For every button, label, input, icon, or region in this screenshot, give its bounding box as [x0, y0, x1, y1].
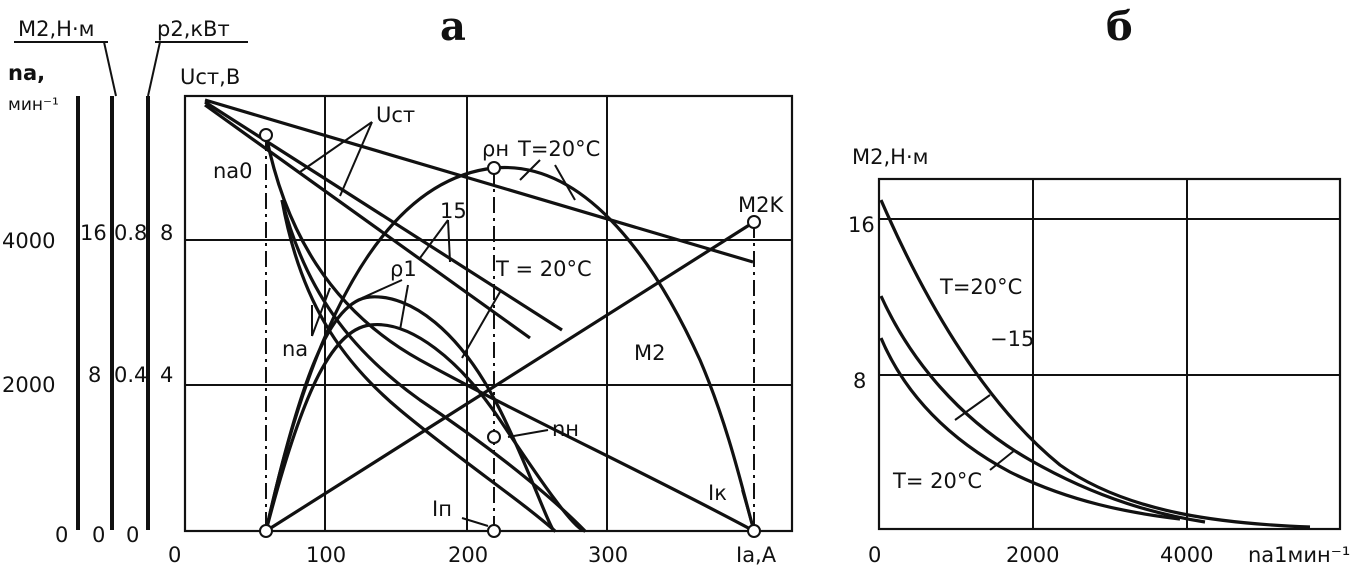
x-axis-label-b: nа1мин⁻¹: [1248, 543, 1350, 567]
label-m2k: M2K: [738, 193, 784, 217]
label-ik: Iк: [708, 481, 727, 505]
b-y-tick-8: 8: [853, 369, 866, 393]
leader-na-1: [311, 287, 331, 337]
leader-p1-2: [399, 284, 409, 331]
b-curve-t20-bottom: [879, 337, 1181, 521]
label-na0: nа0: [213, 159, 253, 183]
label-nn: nн: [552, 417, 579, 441]
label-b-t20-top: T=20°C: [939, 275, 1022, 299]
plot-b-frame: [877, 177, 1342, 531]
b-curve-t20-top: [879, 199, 1311, 529]
p2-tick-0-8: 0.8: [114, 221, 147, 245]
m2-header-leader: [103, 41, 117, 97]
label-t20-top: T=20°C: [517, 137, 600, 161]
label-na: nа: [282, 337, 308, 361]
b-x-tick-4000: 4000: [1160, 543, 1213, 567]
plot-a-leaders: [299, 121, 753, 527]
x-tick-200: 200: [448, 543, 488, 567]
p1-curve-inner: [264, 323, 586, 533]
na-curve-2: [280, 199, 587, 533]
leader-b-minus15: [954, 394, 991, 421]
label-m2: M2: [634, 341, 665, 365]
marker-origin-60: [259, 524, 273, 538]
m2-axis-header: M2,Н·м: [18, 17, 94, 41]
label-15: 15: [440, 199, 467, 223]
n-tick-2000: 2000: [2, 373, 55, 397]
b-x-tick-0: 0: [868, 543, 881, 567]
n-axis-unit: мин⁻¹: [8, 95, 59, 115]
p2-tick-0-4: 0.4: [114, 363, 147, 387]
leader-p1-1: [361, 279, 403, 299]
b-x-tick-2000: 2000: [1006, 543, 1059, 567]
m2-tick-16: 16: [80, 221, 107, 245]
label-ip: Iп: [432, 497, 452, 521]
marker-m2k: [747, 215, 761, 229]
u-st-line-3: [204, 103, 531, 340]
leader-b-t20-bottom: [989, 449, 1016, 471]
n-axis-header: nа,: [8, 61, 45, 85]
leader-ik: [741, 489, 753, 526]
marker-na0: [259, 128, 273, 142]
panel-a-letter: а: [440, 3, 466, 50]
label-t20-mid: T = 20°C: [495, 257, 592, 281]
p2-axis-header: р2,кВт: [157, 17, 230, 41]
na-curve-1: [280, 199, 557, 533]
u-st-line-1: [204, 98, 754, 264]
marker-nn: [487, 430, 501, 444]
plot-b-leaders: [954, 394, 1016, 471]
leader-15-2: [447, 219, 451, 263]
x-axis-label-a: Iа,A: [736, 543, 777, 567]
p2-header-leader: [147, 41, 161, 97]
marker-pn: [487, 161, 501, 175]
b-curve-minus15: [879, 295, 1206, 524]
plot-a-curves: [204, 98, 756, 533]
leader-ust-2: [339, 121, 373, 197]
n-tick-0: 0: [55, 523, 68, 547]
label-u-st: Uст: [376, 103, 415, 127]
x-tick-0: 0: [168, 543, 181, 567]
n-tick-4000: 4000: [2, 229, 55, 253]
m2-line: [265, 220, 755, 533]
label-b-minus15: −15: [990, 327, 1034, 351]
leader-ip: [461, 517, 489, 527]
na0-curve: [264, 134, 755, 533]
leader-t20-1: [519, 159, 541, 181]
plot-b-grid: [879, 179, 1340, 529]
leader-t20-2: [554, 164, 576, 201]
label-p1: ρ1: [390, 257, 417, 281]
p2-tick-0: 0: [126, 523, 139, 547]
u-axis-header: Uст,В: [180, 65, 240, 89]
panel-b-letter: б: [1106, 3, 1133, 50]
marker-ik: [747, 524, 761, 538]
label-b-t20-bottom: T= 20°C: [892, 469, 982, 493]
leader-nn: [507, 429, 549, 438]
label-pn: ρн: [482, 137, 509, 161]
b-y-tick-16: 16: [848, 213, 875, 237]
m2-axis-header-b: M2,Н·м: [852, 145, 928, 169]
marker-ip: [487, 524, 501, 538]
pn-curve: [264, 165, 756, 532]
plot-b-curves: [879, 199, 1311, 529]
leader-t20-mid: [461, 291, 501, 359]
leader-15-1: [419, 219, 449, 259]
u-tick-4: 4: [160, 363, 173, 387]
x-tick-300: 300: [588, 543, 628, 567]
u-tick-8: 8: [160, 221, 173, 245]
x-tick-100: 100: [306, 543, 346, 567]
m2-tick-0: 0: [92, 523, 105, 547]
leader-ust-1: [299, 121, 373, 173]
m2-tick-8: 8: [88, 363, 101, 387]
plot-a-markers: [259, 128, 761, 538]
